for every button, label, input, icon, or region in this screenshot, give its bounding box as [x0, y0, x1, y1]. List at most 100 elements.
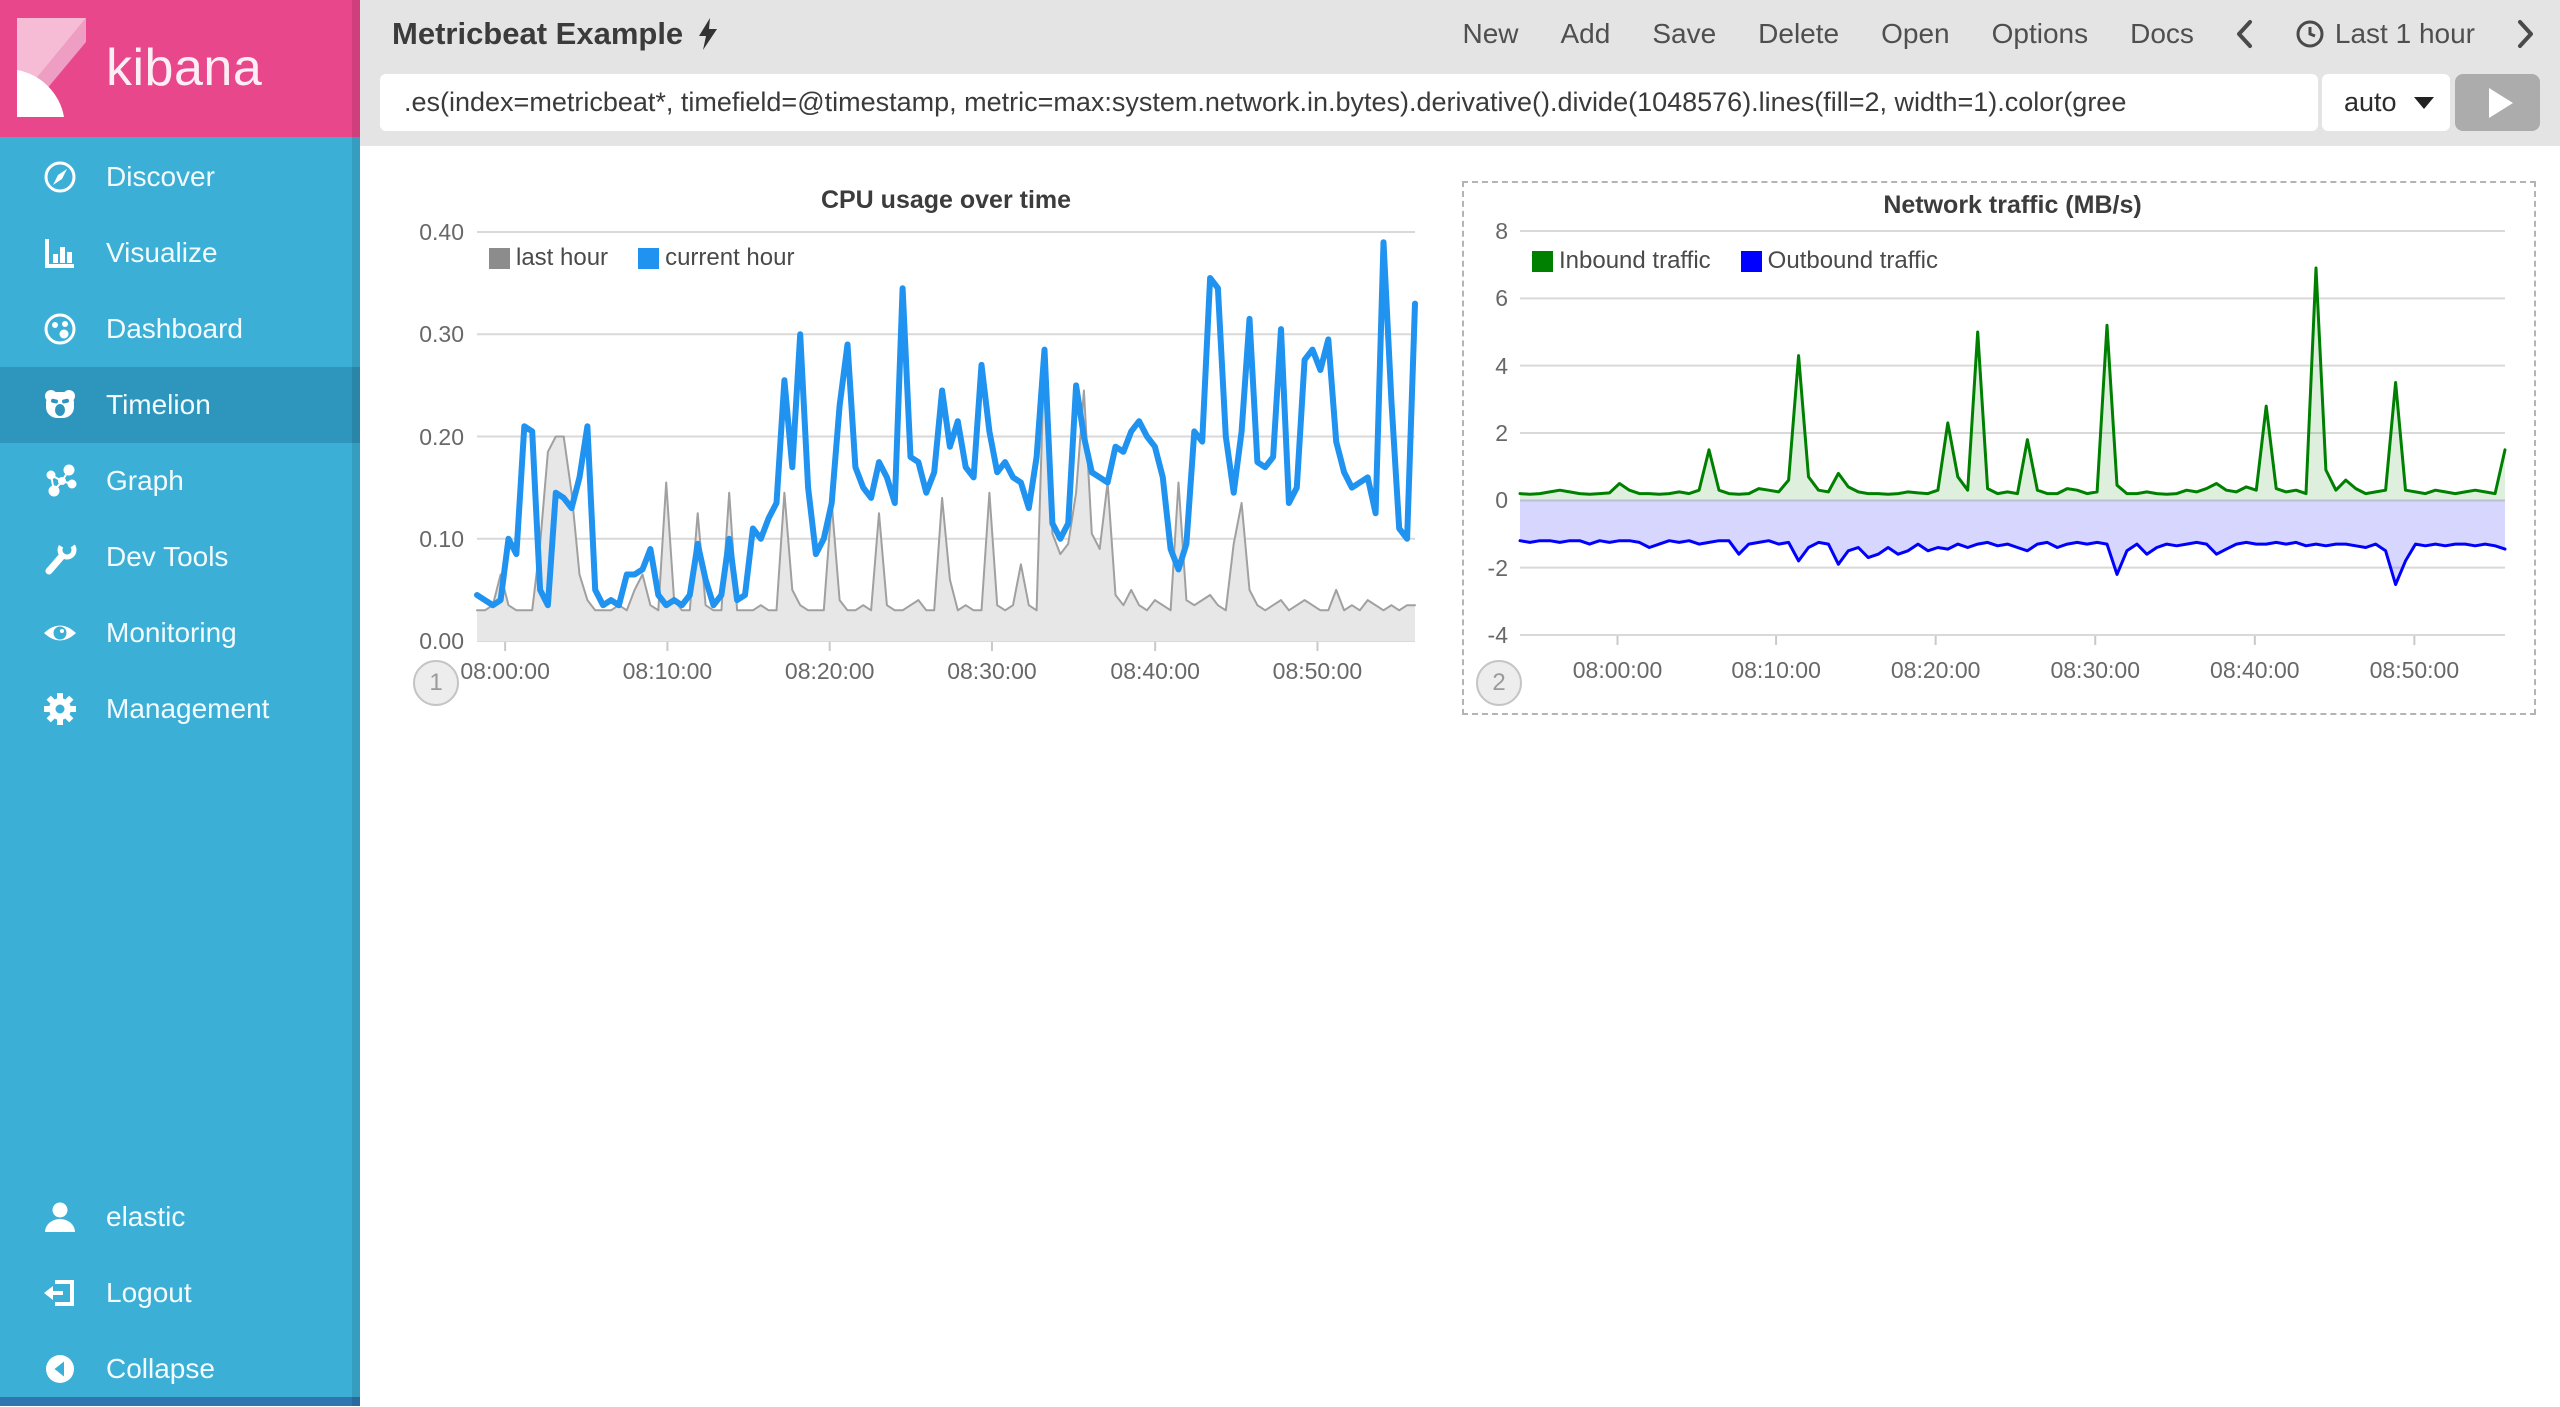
x-axis-label: 08:00:00 [460, 658, 550, 684]
network-traffic-chart[interactable]: Network traffic (MB/s) Inbound traffic O… [1462, 181, 2536, 715]
x-axis-label: 08:10:00 [1731, 657, 1821, 683]
time-picker[interactable]: Last 1 hour [2295, 18, 2475, 50]
open-button[interactable]: Open [1881, 18, 1950, 49]
compass-icon [42, 159, 78, 195]
sidebar-item-graph[interactable]: Graph [0, 443, 360, 519]
gear-icon [42, 691, 78, 727]
clock-icon [2296, 20, 2324, 48]
chevron-left-icon [2236, 20, 2252, 48]
y-axis-label: 0.00 [419, 628, 464, 654]
legend-swatch [1740, 250, 1762, 272]
timelion-expression-input[interactable] [380, 74, 2318, 131]
chart-title: CPU usage over time [820, 186, 1072, 214]
top-bar: Metricbeat Example New Add Save Delete O… [360, 0, 2560, 68]
sidebar-item-monitoring[interactable]: Monitoring [0, 595, 360, 671]
sidebar-item-label: Logout [106, 1277, 192, 1308]
x-axis-label: 08:40:00 [2210, 657, 2300, 683]
x-axis-label: 08:30:00 [2050, 657, 2140, 683]
x-axis-label: 08:00:00 [1572, 657, 1663, 683]
sidebar-item-timelion[interactable]: Timelion [0, 367, 360, 443]
plot-area[interactable] [1518, 230, 2507, 645]
user-icon [42, 1199, 78, 1235]
sidebar-nav: Discover Visualize Dashboard Timelion Gr… [0, 139, 360, 747]
x-axis-label: 08:10:00 [622, 658, 713, 684]
interval-select[interactable]: auto [2322, 74, 2450, 131]
y-axis-label: 0.20 [419, 423, 464, 450]
y-axis-label: 0.30 [419, 321, 464, 348]
graph-icon [42, 463, 78, 499]
chart-legend: last hour current hour [489, 244, 794, 272]
x-axis-labels: 08:00:00 08:10:00 08:20:00 08:30:00 08:40:00… [460, 658, 1415, 688]
kibana-logo[interactable]: kibana [0, 0, 360, 137]
kibana-logo-icon [17, 18, 86, 117]
sidebar-item-user[interactable]: elastic [0, 1179, 360, 1255]
x-axis-label: 08:50:00 [1272, 658, 1363, 684]
legend-entry: Outbound traffic [1740, 247, 1939, 275]
sidebar-item-label: Dev Tools [106, 541, 229, 572]
sidebar-item-logout[interactable]: Logout [0, 1255, 360, 1331]
options-button[interactable]: Options [1991, 18, 2089, 49]
brand-name: kibana [106, 39, 263, 97]
docs-button[interactable]: Docs [2130, 18, 2194, 49]
collapse-icon [42, 1351, 78, 1387]
x-axis-label: 08:50:00 [2369, 657, 2460, 683]
y-axis-labels: 8 6 4 2 0 -2 -4 [1464, 220, 1508, 647]
sidebar-footer: elastic Logout Collapse [0, 1179, 360, 1407]
delete-button[interactable]: Delete [1758, 18, 1840, 49]
add-button[interactable]: Add [1560, 18, 1611, 49]
chart-number-badge: 1 [413, 660, 459, 706]
top-nav: New Add Save Delete Open Options Docs La… [1462, 0, 2560, 68]
sidebar-item-management[interactable]: Management [0, 671, 360, 747]
query-bar: auto [360, 68, 2560, 146]
run-button[interactable] [2455, 74, 2540, 131]
y-axis-label: 0.40 [419, 219, 464, 245]
time-picker-label: Last 1 hour [2334, 18, 2475, 49]
x-axis-label: 08:40:00 [1110, 658, 1200, 684]
sidebar-item-discover[interactable]: Discover [0, 139, 360, 215]
play-icon [2488, 87, 2513, 118]
save-button[interactable]: Save [1652, 18, 1717, 49]
chart-legend: Inbound traffic Outbound traffic [1532, 247, 1938, 275]
page-title: Metricbeat Example [392, 16, 684, 51]
sidebar-bottom-strip [0, 1397, 360, 1406]
new-button[interactable]: New [1462, 18, 1519, 49]
lightning-bolt-icon [699, 18, 718, 50]
legend-swatch [638, 247, 660, 269]
wrench-icon [42, 539, 78, 575]
x-axis-label: 08:20:00 [1890, 657, 1981, 683]
sidebar-item-label: Dashboard [106, 313, 243, 344]
sidebar-item-visualize[interactable]: Visualize [0, 215, 360, 291]
sidebar-item-dashboard[interactable]: Dashboard [0, 291, 360, 367]
sidebar-item-label: Visualize [106, 237, 218, 268]
y-axis-label: 0.10 [419, 525, 464, 552]
chart-number-badge: 2 [1476, 660, 1522, 706]
time-back-button[interactable] [2236, 19, 2253, 49]
legend-entry: Inbound traffic [1532, 247, 1711, 275]
y-axis-label: 8 [1495, 218, 1508, 244]
sidebar-item-dev-tools[interactable]: Dev Tools [0, 519, 360, 595]
sidebar-item-label: Timelion [106, 389, 211, 420]
y-axis-label: 0 [1495, 487, 1508, 514]
legend-swatch [1532, 250, 1553, 272]
legend-label: current hour [665, 244, 795, 271]
sidebar-item-label: Graph [106, 465, 184, 496]
y-axis-label: 4 [1495, 352, 1508, 379]
chevron-down-icon [2414, 96, 2434, 109]
sidebar-item-label: Management [106, 693, 270, 724]
sidebar-item-label: Discover [106, 161, 215, 192]
legend-entry: current hour [638, 244, 794, 272]
sidebar-item-label: Monitoring [106, 617, 237, 648]
interval-value: auto [2344, 87, 2397, 117]
time-forward-button[interactable] [2517, 19, 2534, 49]
timelion-icon [42, 387, 78, 423]
legend-entry: last hour [489, 244, 608, 272]
cpu-usage-chart[interactable]: CPU usage over time last hour current ho… [400, 172, 1460, 722]
x-axis-labels: 08:00:00 08:10:00 08:20:00 08:30:00 08:40:00… [1520, 657, 2505, 687]
legend-label: Outbound traffic [1767, 247, 1939, 274]
sidebar-item-collapse[interactable]: Collapse [0, 1331, 360, 1407]
sidebar: kibana Discover Visualize Dashboard Time… [0, 0, 360, 1406]
eye-icon [42, 615, 78, 651]
plot-area[interactable] [474, 231, 1418, 651]
logout-icon [42, 1275, 78, 1311]
x-axis-label: 08:30:00 [947, 658, 1037, 684]
